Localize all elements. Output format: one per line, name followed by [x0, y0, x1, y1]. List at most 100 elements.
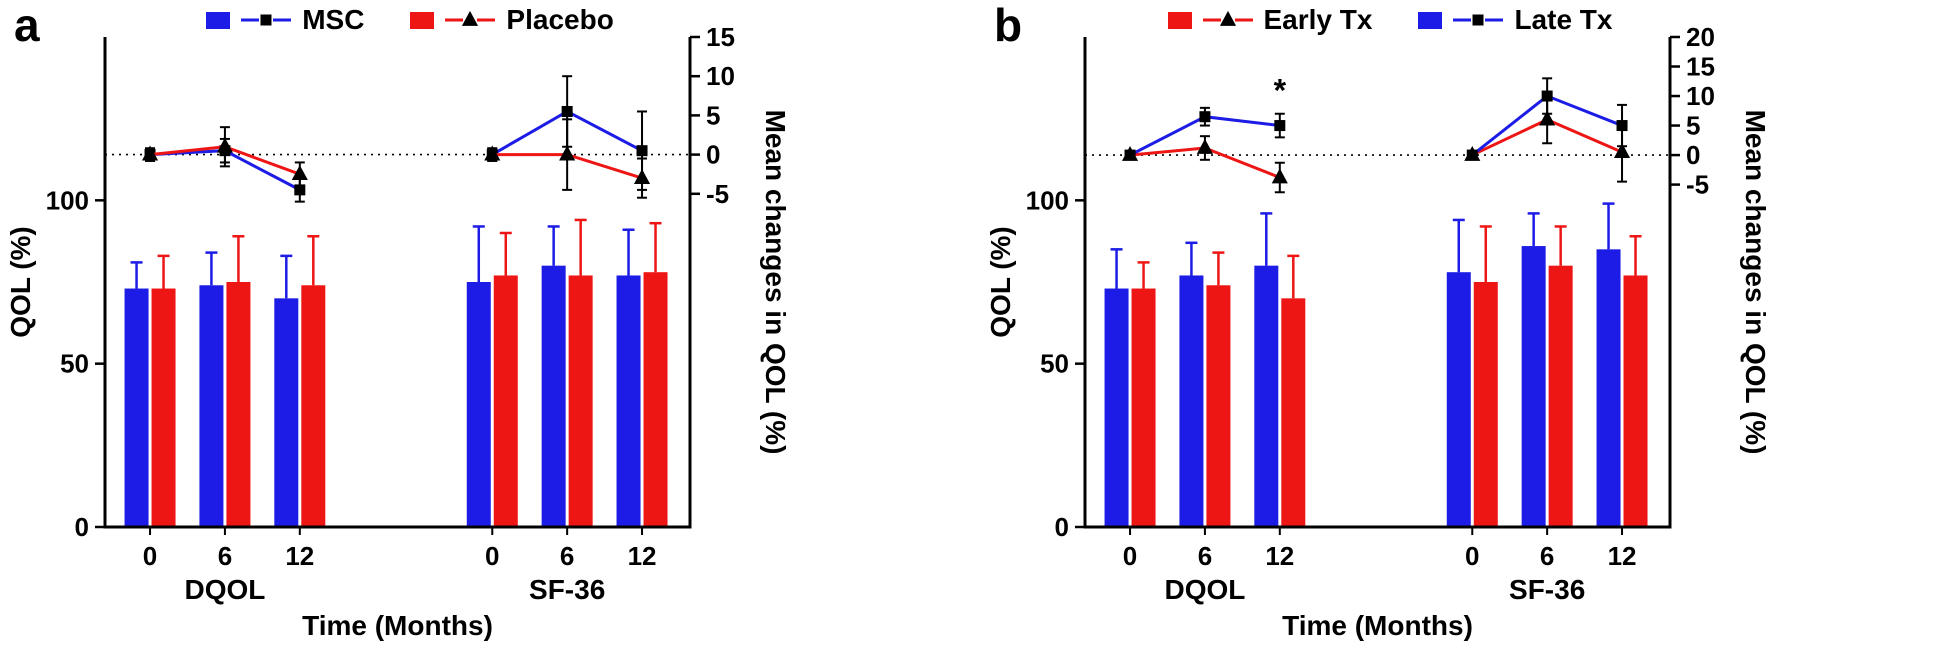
square-marker [1199, 111, 1211, 123]
significance-star: * [1274, 73, 1287, 109]
x-tick-label: 12 [628, 541, 657, 571]
square-marker [1541, 90, 1553, 102]
x-tick-label: 12 [1265, 541, 1294, 571]
legend-label: Early Tx [1263, 4, 1373, 35]
bars-layer [124, 218, 668, 527]
square-marker [1274, 120, 1286, 132]
bar [1521, 246, 1546, 528]
x-tick-label: 12 [285, 541, 314, 571]
square-marker [1466, 149, 1478, 161]
bar [466, 282, 491, 527]
triangle-marker [462, 10, 479, 26]
bar [1131, 288, 1156, 527]
square-marker [260, 14, 272, 26]
bar [1104, 288, 1129, 527]
x-tick-label: 0 [1123, 541, 1137, 571]
bar [1446, 272, 1471, 527]
x-tick-label: 0 [1465, 541, 1479, 571]
x-tick-label: 12 [1608, 541, 1637, 571]
bar [1179, 275, 1204, 527]
group-label: SF-36 [529, 574, 605, 605]
legend-line-sample [1453, 14, 1504, 26]
panel-a-label: a [14, 0, 40, 51]
bar [124, 288, 149, 527]
legend-label: Late Tx [1514, 4, 1613, 35]
triangle-marker [559, 145, 576, 161]
legend-item-msc: MSC [206, 4, 364, 36]
left-tick-label: 0 [75, 512, 89, 542]
right-tick-label: -5 [1686, 170, 1709, 200]
legend-line-sample [241, 14, 292, 26]
left-tick-label: 0 [1055, 512, 1069, 542]
left-tick-label: 100 [46, 185, 89, 215]
bar [1281, 298, 1306, 527]
right-tick-label: 5 [1686, 111, 1700, 141]
bar [1548, 265, 1573, 527]
right-tick-label: 5 [706, 100, 720, 130]
legend-swatch [410, 11, 435, 29]
panel-b-label: b [994, 0, 1023, 51]
right-tick-label: 10 [1686, 81, 1715, 111]
bar [151, 288, 176, 527]
legend-swatch [1167, 11, 1192, 29]
x-tick-label: 0 [485, 541, 499, 571]
triangle-marker [1271, 168, 1288, 184]
triangle-marker [484, 145, 501, 161]
bar [616, 275, 641, 527]
bar [493, 275, 518, 527]
bar [199, 285, 224, 527]
group-label: DQOL [184, 574, 265, 605]
square-marker [1124, 149, 1136, 161]
left-tick-label: 50 [1040, 349, 1069, 379]
right-tick-label: 15 [706, 22, 735, 52]
panel-a-chart: 0 50 100 -5 0 5 10 15 0 6 12 DQOL 0 6 12 SF-36 Time (Mon… [5, 22, 791, 641]
panel-b-legend: Early Tx Late Tx [1040, 4, 1740, 36]
right-tick-label: -5 [706, 179, 729, 209]
right-tick-label: 10 [706, 61, 735, 91]
bar [541, 265, 566, 527]
square-marker [561, 105, 573, 117]
legend-item-placebo: Placebo [410, 4, 614, 36]
x-tick-label: 6 [218, 541, 232, 571]
left-tick-label: 100 [1026, 185, 1069, 215]
left-tick-label: 50 [60, 349, 89, 379]
legend-swatch [206, 11, 231, 29]
legend-label: Placebo [506, 4, 614, 35]
triangle-marker [1219, 10, 1236, 26]
group-label: DQOL [1164, 574, 1245, 605]
triangle-marker [291, 165, 308, 181]
x-axis-title: Time (Months) [302, 610, 493, 641]
square-marker [1472, 14, 1484, 26]
x-tick-label: 6 [560, 541, 574, 571]
axes: 0 50 100 -5 0 5 10 15 0 6 12 DQOL 0 6 12 SF-36 Time (Mon… [5, 22, 791, 641]
triangle-marker [1196, 138, 1213, 154]
panel-b: 0 50 100 -5 0 5 10 15 20 0 6 12 DQOL 0 6 12 SF-36 Time (M… [980, 0, 1960, 658]
triangle-marker [141, 145, 159, 161]
right-axis-title: Mean changes in QOL (%) [1740, 110, 1771, 455]
square-marker [1616, 120, 1628, 132]
bar [1254, 265, 1279, 527]
panel-a-legend: MSC Placebo [60, 4, 760, 36]
triangle-marker [1613, 143, 1631, 158]
triangle-marker [1539, 110, 1556, 126]
x-tick-label: 6 [1540, 541, 1554, 571]
panel-a: 0 50 100 -5 0 5 10 15 0 6 12 DQOL 0 6 12 SF-36 Time (Mon… [5, 0, 791, 641]
legend-item-early-tx: Early Tx [1167, 4, 1373, 36]
left-axis-title: QOL (%) [985, 226, 1016, 337]
bar [1623, 275, 1648, 527]
right-tick-label: 0 [1686, 140, 1700, 170]
x-tick-label: 6 [1198, 541, 1212, 571]
bar [1473, 282, 1498, 527]
legend-label: MSC [302, 4, 365, 35]
left-axis-title: QOL (%) [5, 226, 36, 337]
right-tick-label: 15 [1686, 52, 1715, 82]
triangle-marker [633, 169, 651, 184]
x-tick-label: 0 [143, 541, 157, 571]
bar [274, 298, 299, 527]
bar [226, 282, 251, 527]
bar [1596, 249, 1621, 528]
x-axis-title: Time (Months) [1282, 610, 1473, 641]
